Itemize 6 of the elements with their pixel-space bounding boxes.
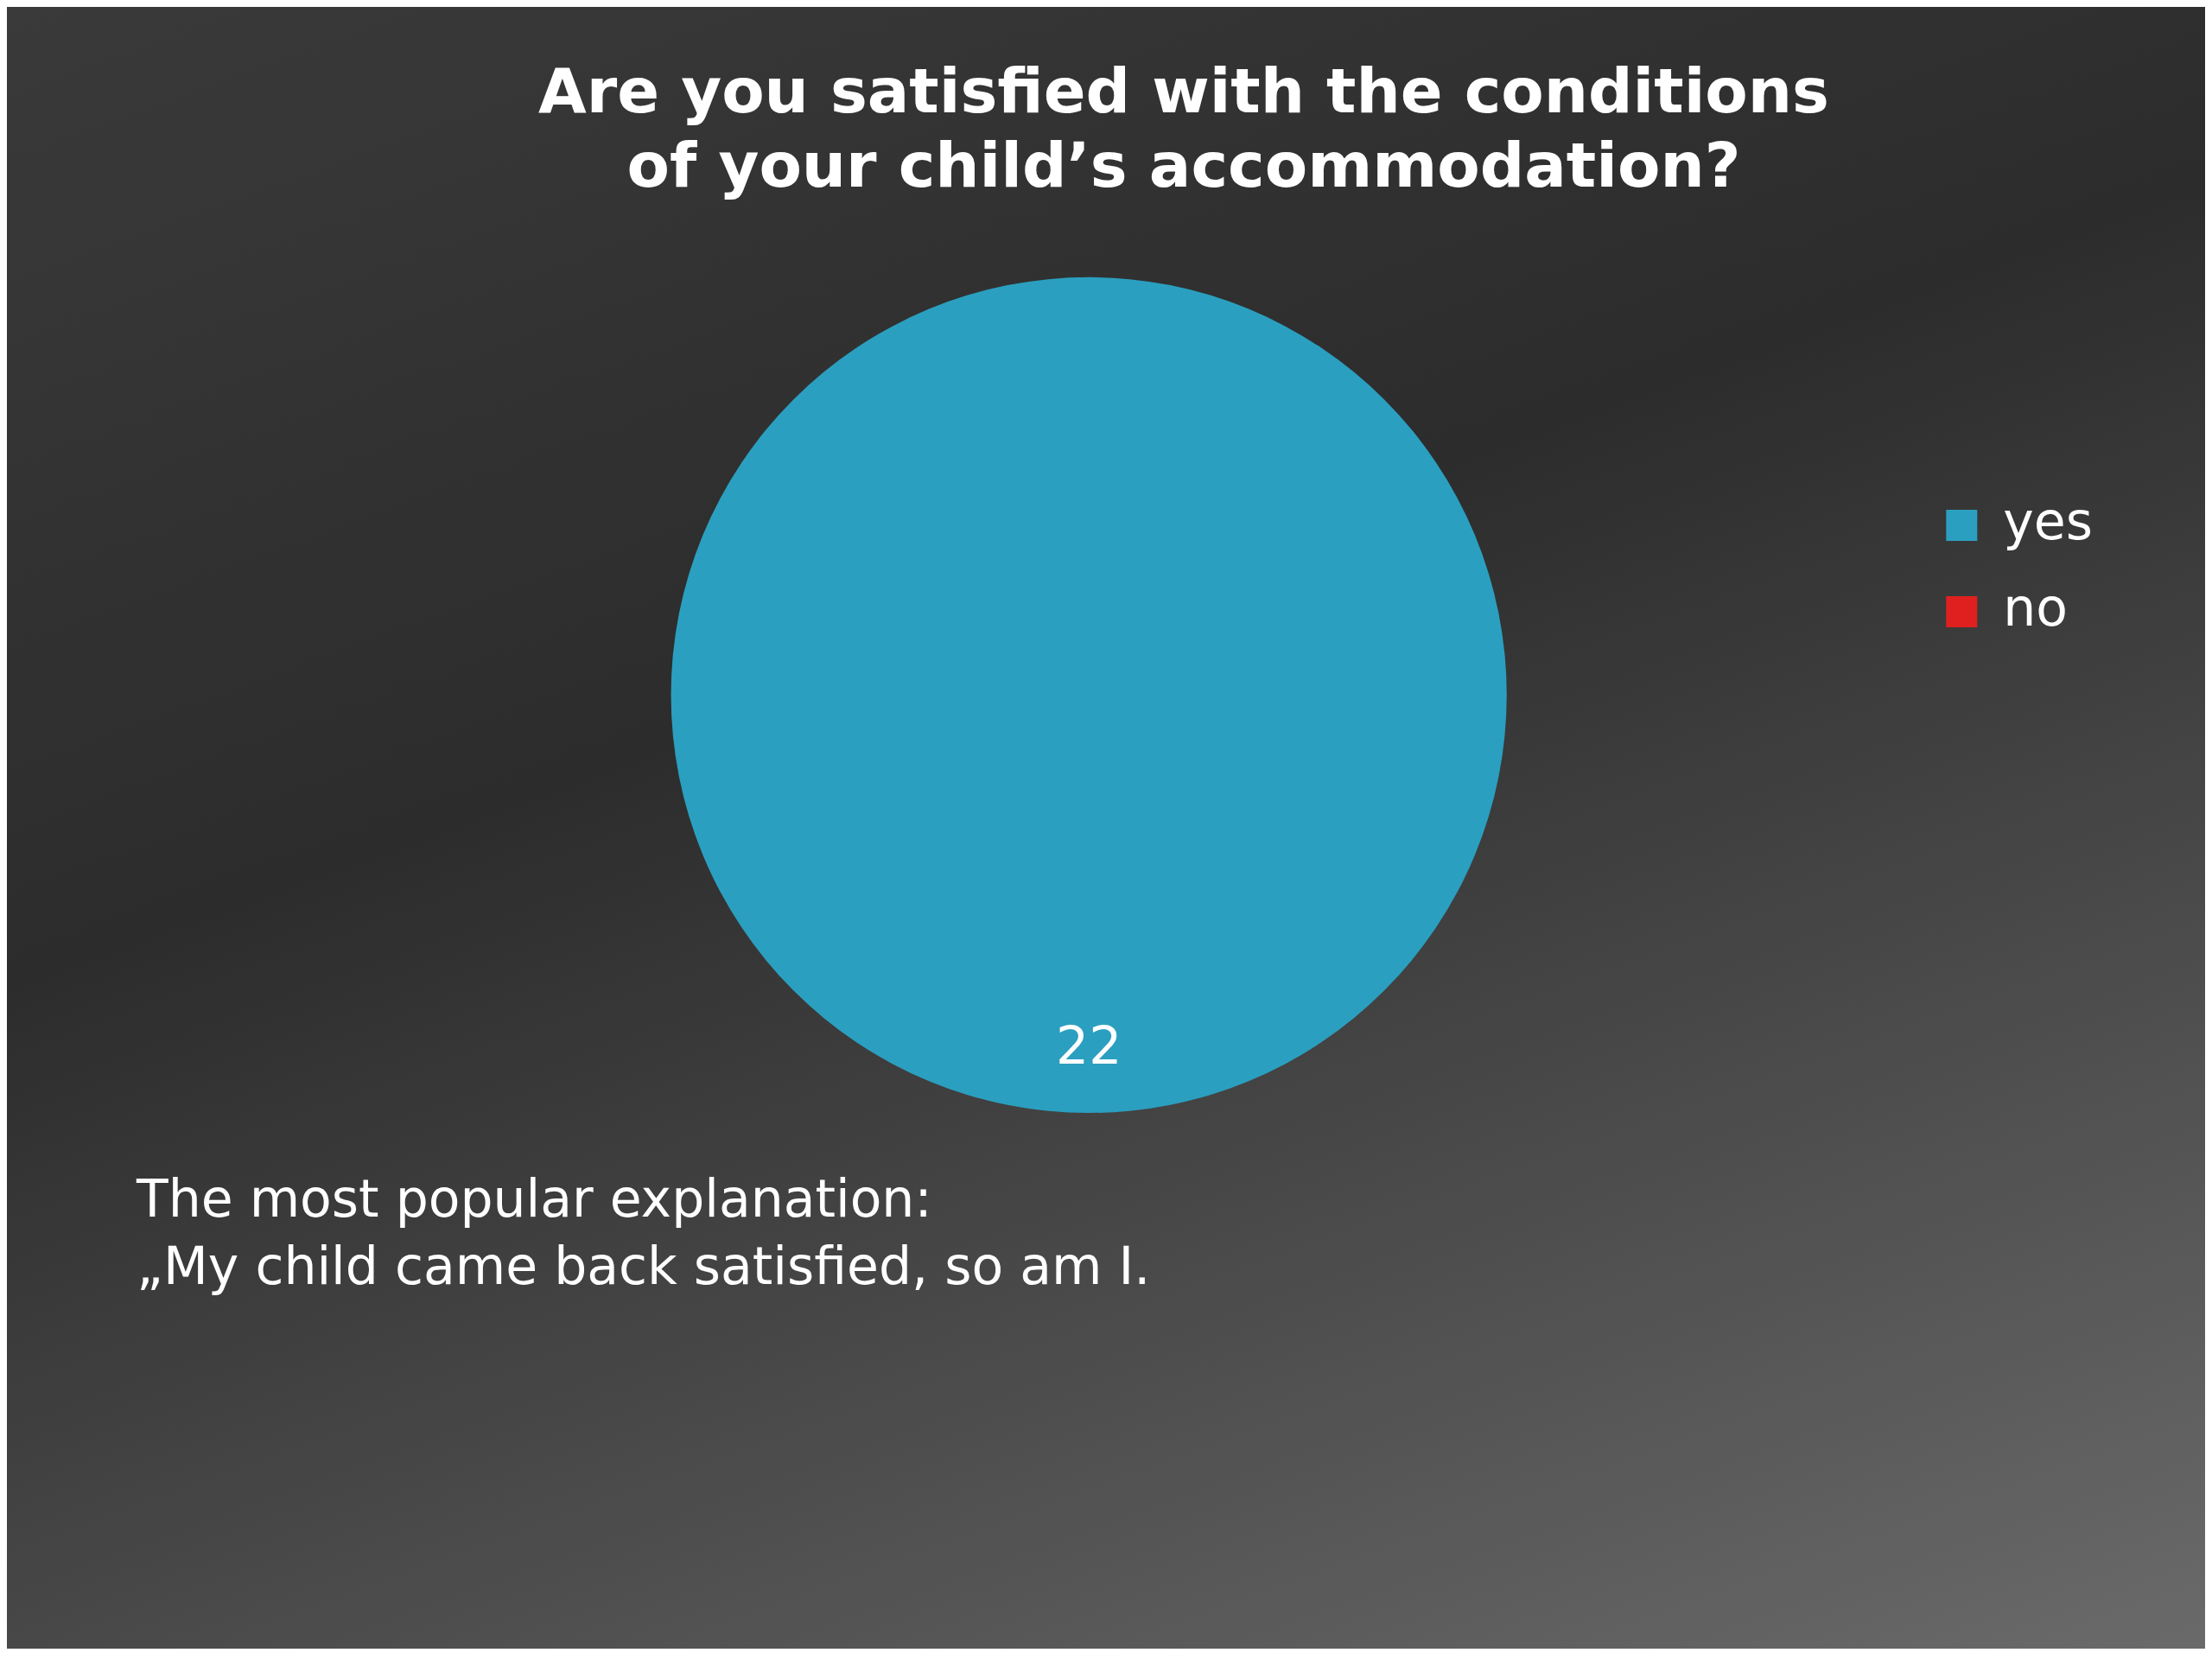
legend-label: no	[2003, 576, 2069, 638]
text: „My child came back satisfied, so am I.	[137, 1235, 1152, 1298]
text: The most popular explanation:	[137, 1167, 933, 1230]
chart-title: Are you satisfied with the conditions of your child’s accommodation?	[538, 54, 1829, 202]
data-label: 22	[1055, 1015, 1122, 1077]
legend-label: yes	[2003, 490, 2094, 551]
